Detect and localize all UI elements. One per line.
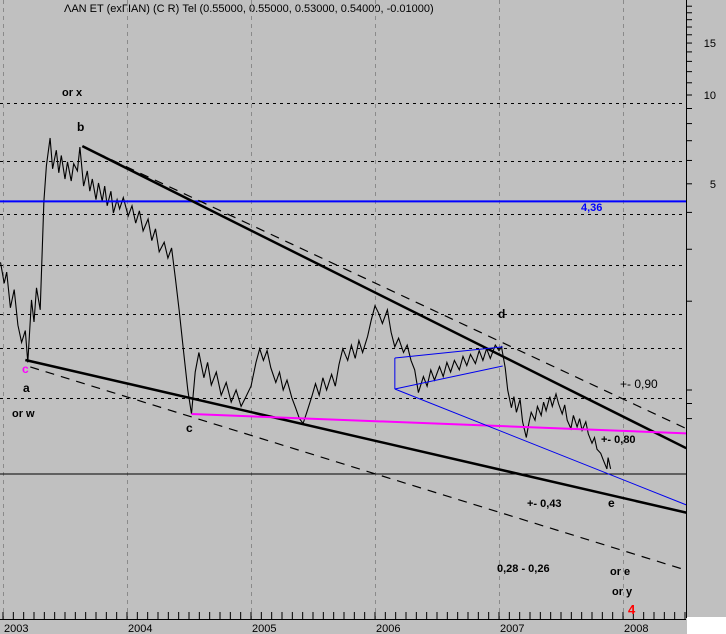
label-wave-c: c <box>186 421 193 435</box>
x-axis-year-label: 2007 <box>500 623 524 634</box>
projection-line <box>394 388 687 506</box>
label-c-magenta: c <box>22 362 29 376</box>
label-080: +- 0,80 <box>601 434 636 446</box>
label-043: +- 0,43 <box>527 498 562 510</box>
magenta-support-line <box>191 413 687 435</box>
price-series <box>0 137 612 470</box>
corner-blank <box>687 617 726 634</box>
label-or-w: or w <box>12 408 35 420</box>
label-4-36: 4,36 <box>581 202 602 214</box>
x-axis-year-label: 2006 <box>376 623 400 634</box>
y-axis-label: 10 <box>704 90 716 102</box>
label-or-x: or x <box>62 87 83 99</box>
label-wave-b: b <box>77 120 84 134</box>
wedge-bottom-line <box>394 365 503 390</box>
x-axis-year-label: 2005 <box>252 623 276 634</box>
label-or-e: or e <box>610 566 630 578</box>
x-axis-year-label: 2003 <box>4 623 28 634</box>
chart-title: ΛΑΝ ΕΤ (exΓΙΑΝ) (C R) Tel (0.55000, 0.55… <box>64 3 434 15</box>
label-028-026: 0,28 - 0,26 <box>497 563 550 575</box>
label-wave-a: a <box>23 381 30 395</box>
label-cycle-4: 4 <box>628 602 636 617</box>
label-wave-d: d <box>498 307 505 321</box>
y-axis-label: 5 <box>710 179 716 191</box>
label-090: +- 0,90 <box>620 377 658 391</box>
label-wave-e: e <box>608 496 615 510</box>
wedge-top-line <box>394 346 503 359</box>
label-or-y: or y <box>612 586 633 598</box>
x-axis-year-label: 2008 <box>624 623 648 634</box>
x-axis-year-label: 2004 <box>128 623 152 634</box>
upper-channel-dashed <box>82 145 687 430</box>
lower-trendline <box>25 358 687 514</box>
lower-channel-dashed <box>30 366 687 571</box>
upper-trendline <box>81 144 687 450</box>
y-axis-label: 15 <box>704 38 716 50</box>
